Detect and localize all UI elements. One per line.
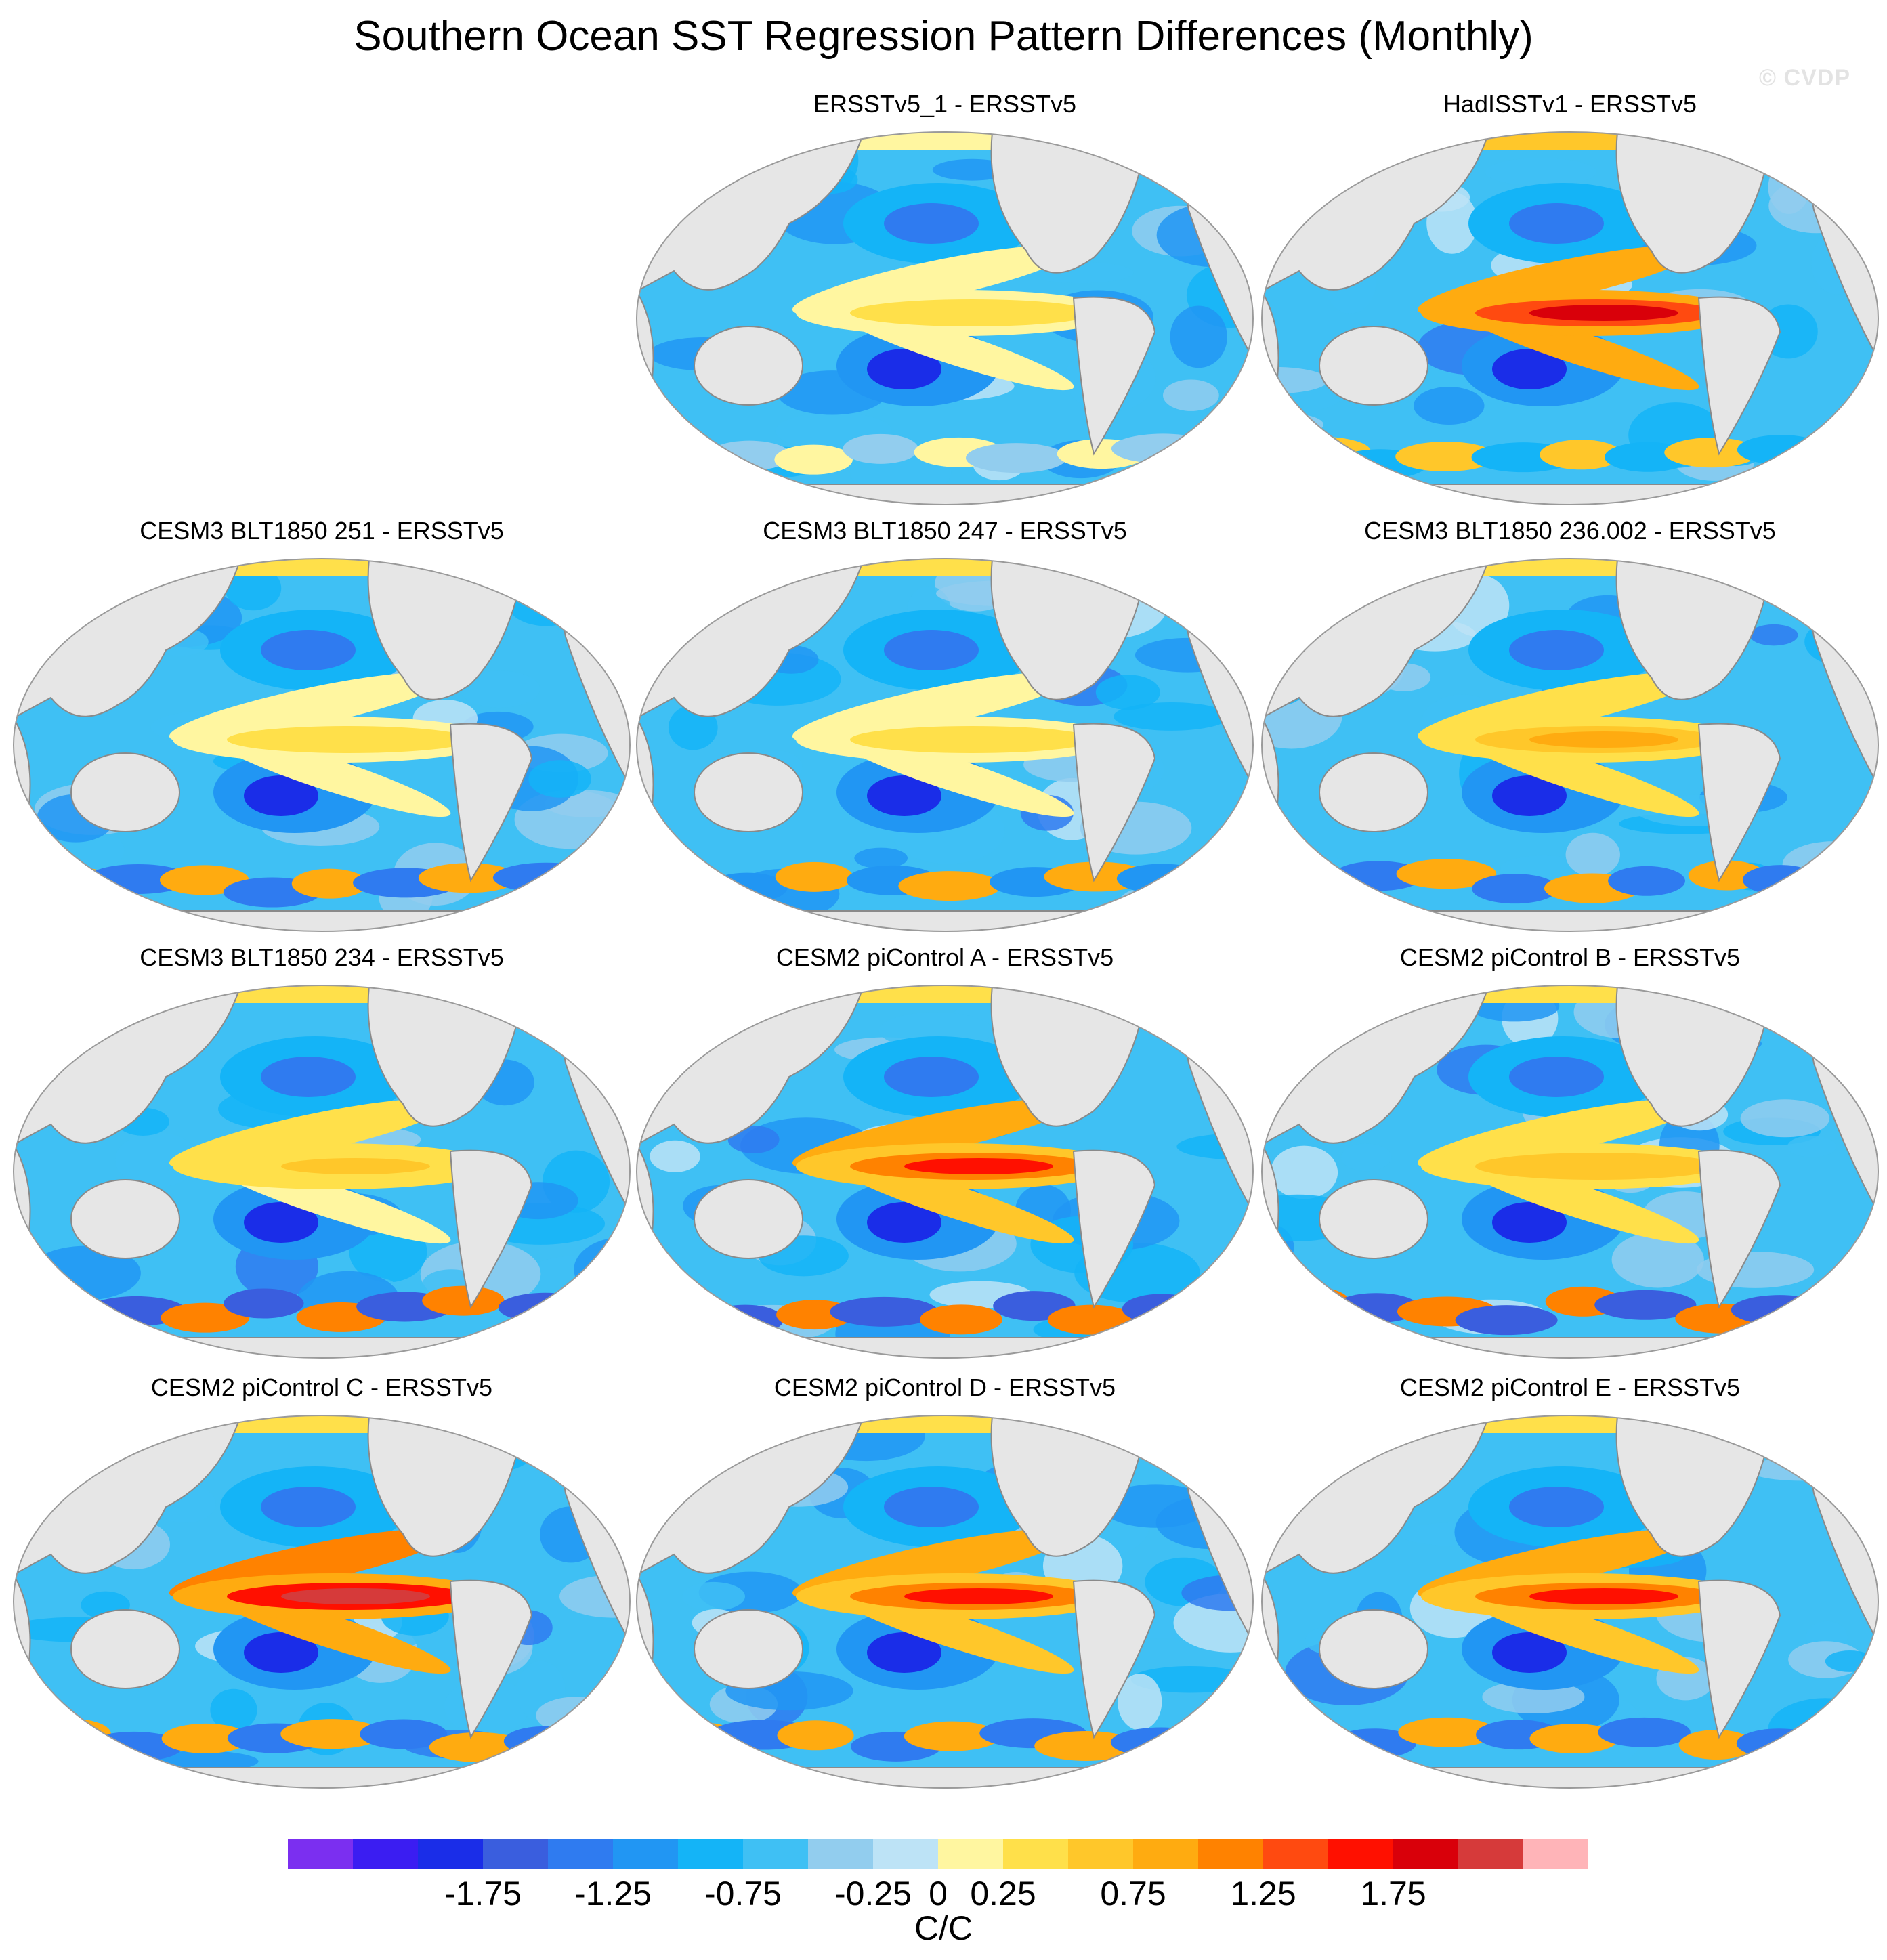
map-panel bbox=[1262, 985, 1878, 1358]
main-title: Southern Ocean SST Regression Pattern Di… bbox=[354, 13, 1533, 60]
colorbar-segment bbox=[1198, 1839, 1263, 1869]
panel-title: CESM3 BLT1850 236.002 - ERSSTv5 bbox=[1364, 517, 1776, 545]
colorbar-segment bbox=[873, 1839, 938, 1869]
panel-title: CESM2 piControl B - ERSSTv5 bbox=[1399, 943, 1741, 971]
colorbar-segment bbox=[613, 1839, 678, 1869]
colorbar-segment bbox=[1263, 1839, 1328, 1869]
map-panel bbox=[637, 985, 1253, 1358]
colorbar-segment bbox=[1393, 1839, 1458, 1869]
map-outline bbox=[636, 131, 1254, 505]
colorbar-segment bbox=[1458, 1839, 1523, 1869]
colorbar-segment bbox=[288, 1839, 353, 1869]
map-outline bbox=[636, 1415, 1254, 1789]
colorbar-tick-label: -0.25 bbox=[834, 1875, 912, 1913]
colorbar-tick-label: 1.25 bbox=[1230, 1875, 1296, 1913]
colorbar-tick-label: 0 bbox=[929, 1875, 948, 1913]
map-outline bbox=[636, 558, 1254, 932]
map-outline bbox=[1261, 131, 1879, 505]
map-outline bbox=[636, 985, 1254, 1359]
colorbar-segment bbox=[353, 1839, 418, 1869]
panel-title: CESM2 piControl D - ERSSTv5 bbox=[773, 1373, 1116, 1401]
panel-title: CESM3 BLT1850 247 - ERSSTv5 bbox=[763, 517, 1127, 545]
colorbar-segment bbox=[418, 1839, 483, 1869]
colorbar-segment bbox=[743, 1839, 808, 1869]
colorbar-segment bbox=[808, 1839, 873, 1869]
map-panel bbox=[637, 559, 1253, 931]
map-panel bbox=[637, 132, 1253, 505]
colorbar-segment bbox=[1068, 1839, 1133, 1869]
map-outline bbox=[13, 1415, 631, 1789]
colorbar-segment bbox=[938, 1839, 1003, 1869]
colorbar-segment bbox=[548, 1839, 613, 1869]
colorbar-tick-label: -1.75 bbox=[444, 1875, 522, 1913]
map-outline bbox=[13, 985, 631, 1359]
watermark: © CVDP bbox=[1759, 65, 1850, 91]
map-outline bbox=[13, 558, 631, 932]
map-outline bbox=[1261, 558, 1879, 932]
colorbar-tick-label: -1.25 bbox=[574, 1875, 652, 1913]
panel-title: ERSSTv5_1 - ERSSTv5 bbox=[813, 90, 1077, 118]
colorbar-segment bbox=[1523, 1839, 1588, 1869]
map-panel bbox=[14, 985, 630, 1358]
map-outline bbox=[1261, 1415, 1879, 1789]
map-panel bbox=[1262, 1415, 1878, 1788]
colorbar-segment bbox=[1328, 1839, 1393, 1869]
colorbar-tick-label: -0.75 bbox=[704, 1875, 782, 1913]
panel-title: CESM3 BLT1850 234 - ERSSTv5 bbox=[140, 943, 504, 971]
map-panel bbox=[14, 559, 630, 931]
colorbar-tick-label: 0.75 bbox=[1100, 1875, 1166, 1913]
map-panel bbox=[14, 1415, 630, 1788]
panel-title: HadISSTv1 - ERSSTv5 bbox=[1443, 90, 1697, 118]
colorbar-tick-label: 0.25 bbox=[970, 1875, 1036, 1913]
colorbar-tick-label: 1.75 bbox=[1360, 1875, 1426, 1913]
colorbar-segment bbox=[678, 1839, 743, 1869]
colorbar-segment bbox=[483, 1839, 548, 1869]
panel-title: CESM2 piControl E - ERSSTv5 bbox=[1399, 1373, 1741, 1401]
colorbar-segment bbox=[1003, 1839, 1068, 1869]
map-outline bbox=[1261, 985, 1879, 1359]
panel-title: CESM2 piControl C - ERSSTv5 bbox=[150, 1373, 493, 1401]
colorbar-unit: C/C bbox=[914, 1909, 973, 1947]
panel-title: CESM2 piControl A - ERSSTv5 bbox=[776, 943, 1114, 971]
panel-title: CESM3 BLT1850 251 - ERSSTv5 bbox=[140, 517, 504, 545]
colorbar-segment bbox=[1133, 1839, 1198, 1869]
